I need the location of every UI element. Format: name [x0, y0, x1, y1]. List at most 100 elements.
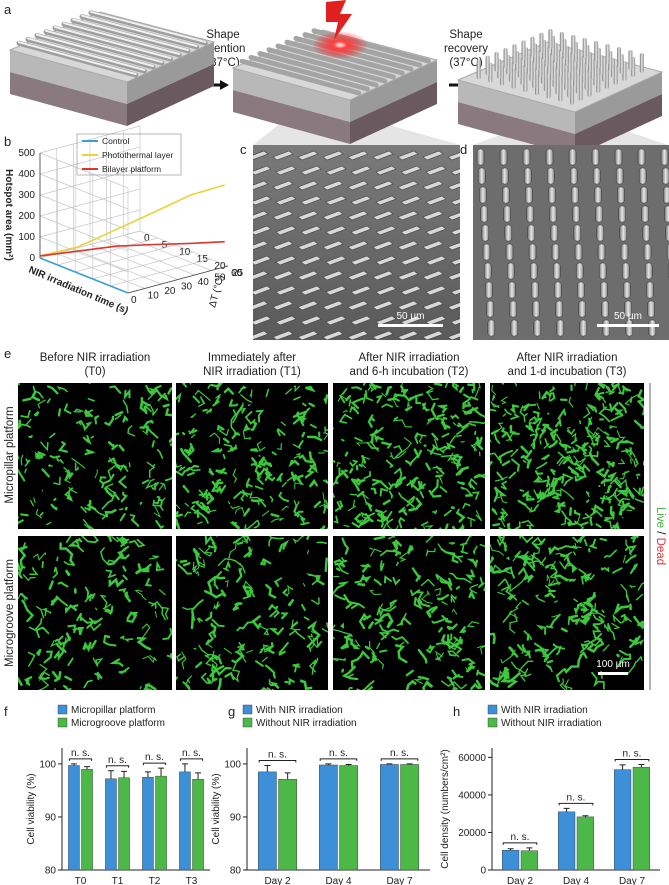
groove-segment — [422, 330, 444, 340]
groove-segment — [372, 300, 394, 311]
grid-line — [123, 235, 212, 271]
cell — [451, 608, 458, 615]
cell — [617, 649, 632, 667]
cell — [496, 471, 504, 481]
cell — [56, 556, 59, 562]
cell — [363, 512, 371, 519]
cell — [191, 429, 198, 434]
cell — [492, 637, 496, 645]
cell — [616, 430, 626, 444]
cell — [305, 385, 316, 393]
cell — [396, 561, 399, 566]
cell — [18, 383, 20, 386]
groove-segment — [322, 330, 344, 340]
cell — [109, 385, 122, 394]
cell — [146, 461, 156, 479]
grid-line — [110, 258, 211, 287]
pillar — [591, 148, 600, 166]
cell — [192, 548, 201, 566]
cell — [176, 392, 182, 403]
cell — [155, 560, 165, 572]
x-tick-label: T2 — [149, 876, 161, 885]
pillar — [486, 300, 494, 318]
error-bar — [619, 764, 626, 770]
cell — [52, 595, 69, 607]
cell — [289, 629, 306, 640]
cell — [245, 478, 250, 488]
cell — [182, 606, 194, 611]
cell — [191, 500, 200, 504]
cell — [299, 679, 313, 690]
annotation: n. s. — [511, 832, 530, 843]
cell — [21, 599, 35, 623]
legend-label: With NIR irradiation — [256, 705, 343, 716]
cell — [441, 601, 448, 606]
groove-segment — [275, 225, 297, 236]
cell — [582, 513, 592, 520]
cell — [179, 559, 188, 563]
cell — [543, 488, 549, 496]
cell — [619, 478, 632, 492]
cell — [270, 517, 285, 523]
cell — [92, 657, 104, 667]
cell — [339, 394, 346, 404]
cell — [618, 459, 626, 465]
pillar — [660, 148, 669, 166]
cell — [185, 466, 194, 472]
cell — [541, 390, 552, 400]
pillar — [592, 167, 601, 185]
legend-label: Without NIR irradiation — [501, 718, 602, 729]
cell — [598, 406, 611, 423]
cell — [473, 473, 485, 479]
pillar — [573, 224, 582, 242]
cell — [176, 504, 181, 510]
cell — [413, 596, 431, 610]
cell — [319, 492, 326, 508]
cell — [148, 601, 157, 609]
cell — [51, 670, 62, 683]
column-header: and 6-h incubation (T2) — [350, 366, 469, 378]
cell — [521, 643, 531, 659]
cell — [158, 482, 167, 491]
groove-segment — [253, 180, 269, 190]
fluorescence-image — [18, 383, 172, 529]
cell — [356, 680, 375, 690]
cell — [455, 511, 466, 523]
cell — [461, 657, 476, 666]
cell — [595, 468, 610, 479]
cell — [568, 396, 574, 408]
cell — [223, 647, 232, 654]
groove-segment — [275, 315, 297, 326]
cell — [608, 402, 619, 413]
pillar — [628, 49, 633, 70]
cell — [150, 406, 159, 416]
cell — [105, 569, 117, 579]
y-axis-label: Hotspot area (mm²) — [3, 169, 14, 261]
sem-image — [253, 145, 460, 340]
cell — [456, 508, 460, 513]
legend-label: Control — [102, 136, 130, 146]
cell — [50, 637, 67, 648]
cell — [566, 449, 577, 454]
cell — [313, 500, 322, 508]
cell — [451, 669, 464, 680]
groove-segment — [322, 180, 344, 191]
cell — [620, 613, 628, 622]
groove-segment — [300, 285, 322, 296]
image-bg — [176, 536, 328, 690]
cell — [529, 507, 533, 513]
cell — [152, 503, 162, 519]
cell — [435, 474, 443, 478]
cell — [20, 409, 31, 419]
cell — [276, 427, 286, 437]
cell — [520, 449, 533, 460]
pillar — [506, 262, 515, 280]
cell — [57, 441, 68, 453]
cell — [59, 542, 75, 566]
cell — [209, 432, 221, 444]
cell — [385, 459, 395, 468]
cell — [199, 492, 210, 499]
cell — [228, 536, 243, 559]
cell — [333, 459, 336, 464]
cell — [449, 572, 472, 584]
